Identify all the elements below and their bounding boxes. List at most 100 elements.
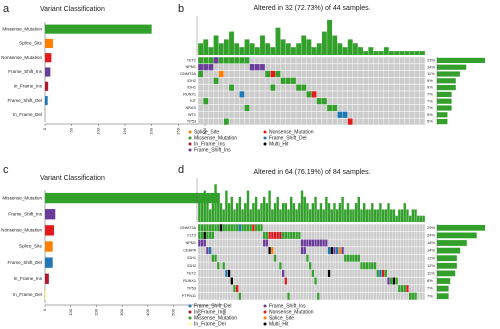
empty-cell bbox=[300, 292, 304, 300]
empty-cell bbox=[257, 254, 260, 262]
empty-cell bbox=[279, 277, 282, 285]
mutation-cell bbox=[203, 231, 206, 239]
empty-cell bbox=[222, 231, 225, 239]
bar bbox=[45, 24, 152, 34]
empty-cell bbox=[292, 254, 296, 262]
empty-cell bbox=[384, 277, 387, 285]
empty-cell bbox=[327, 57, 332, 64]
mutation-cell bbox=[398, 285, 401, 293]
mutation-cell bbox=[229, 57, 234, 64]
empty-cell bbox=[238, 277, 242, 285]
empty-cell bbox=[409, 111, 415, 118]
empty-cell bbox=[317, 254, 320, 262]
empty-cell bbox=[347, 70, 353, 78]
legend-swatch bbox=[188, 304, 192, 308]
empty-cell bbox=[217, 285, 220, 293]
empty-cell bbox=[246, 254, 250, 262]
empty-cell bbox=[249, 239, 252, 247]
legend-swatch bbox=[188, 322, 192, 326]
empty-cell bbox=[406, 292, 409, 300]
empty-cell bbox=[209, 254, 212, 262]
empty-cell bbox=[371, 277, 374, 285]
tmb-bar bbox=[306, 39, 312, 55]
mutation-cell bbox=[314, 239, 317, 247]
empty-cell bbox=[378, 77, 384, 84]
gene-bar bbox=[437, 293, 449, 300]
empty-cell bbox=[260, 57, 265, 64]
empty-cell bbox=[327, 254, 331, 262]
mutation-cell bbox=[260, 224, 263, 232]
empty-cell bbox=[352, 224, 355, 232]
tmb-bar bbox=[395, 215, 398, 222]
empty-cell bbox=[284, 224, 287, 232]
empty-cell bbox=[346, 269, 350, 277]
empty-cell bbox=[403, 269, 406, 277]
empty-cell bbox=[314, 224, 317, 232]
empty-cell bbox=[275, 64, 281, 71]
empty-cell bbox=[298, 292, 301, 300]
empty-cell bbox=[280, 91, 286, 98]
mutation-cell bbox=[222, 224, 225, 232]
empty-cell bbox=[303, 269, 306, 277]
empty-cell bbox=[276, 254, 279, 262]
empty-cell bbox=[319, 247, 323, 255]
empty-cell bbox=[322, 118, 327, 125]
tmb-bar bbox=[419, 51, 425, 55]
x-tick-label: 200 bbox=[149, 127, 154, 134]
empty-cell bbox=[300, 262, 304, 270]
empty-cell bbox=[381, 277, 385, 285]
mutation-cell bbox=[219, 224, 223, 232]
legend-swatch bbox=[263, 322, 267, 326]
tmb-bar bbox=[362, 203, 366, 222]
percent-label: 23% bbox=[427, 57, 435, 62]
empty-cell bbox=[379, 285, 382, 293]
empty-cell bbox=[285, 64, 291, 71]
empty-cell bbox=[338, 277, 342, 285]
empty-cell bbox=[254, 57, 260, 64]
empty-cell bbox=[316, 111, 322, 118]
empty-cell bbox=[271, 292, 274, 300]
empty-cell bbox=[414, 70, 420, 78]
mutation-cell bbox=[233, 224, 236, 232]
mutation-cell bbox=[198, 231, 201, 239]
chart-title: Altered in 32 (72.73%) of 44 samples. bbox=[253, 5, 370, 12]
mutation-cell bbox=[229, 84, 234, 91]
empty-cell bbox=[311, 77, 317, 84]
empty-cell bbox=[373, 98, 379, 105]
empty-cell bbox=[260, 231, 263, 239]
empty-cell bbox=[306, 84, 312, 91]
empty-cell bbox=[263, 277, 266, 285]
mutation-cell bbox=[198, 64, 203, 71]
empty-cell bbox=[373, 224, 377, 232]
empty-cell bbox=[279, 285, 282, 293]
empty-cell bbox=[295, 247, 298, 255]
empty-cell bbox=[265, 77, 271, 84]
empty-cell bbox=[379, 239, 382, 247]
legend-label: Multi_Hit bbox=[269, 141, 289, 147]
empty-cell bbox=[414, 104, 420, 112]
empty-cell bbox=[319, 269, 323, 277]
empty-cell bbox=[254, 247, 258, 255]
empty-cell bbox=[285, 70, 291, 78]
empty-cell bbox=[383, 77, 389, 84]
y-tick-label: Nonsense_Mutation bbox=[1, 55, 42, 60]
empty-cell bbox=[358, 98, 363, 105]
tmb-bar bbox=[371, 203, 374, 222]
mutation-cell bbox=[327, 104, 332, 112]
mutation-cell bbox=[400, 285, 404, 293]
empty-cell bbox=[395, 231, 398, 239]
percent-label: 11% bbox=[427, 71, 435, 76]
empty-cell bbox=[365, 231, 369, 239]
empty-cell bbox=[368, 57, 374, 64]
empty-cell bbox=[225, 292, 228, 300]
empty-cell bbox=[360, 285, 363, 293]
empty-cell bbox=[290, 262, 293, 270]
empty-cell bbox=[260, 239, 263, 247]
empty-cell bbox=[306, 292, 309, 300]
empty-cell bbox=[352, 118, 358, 125]
empty-cell bbox=[287, 239, 290, 247]
empty-cell bbox=[411, 269, 414, 277]
empty-cell bbox=[239, 98, 245, 105]
mutation-cell bbox=[198, 70, 203, 78]
mutation-cell bbox=[217, 262, 220, 270]
